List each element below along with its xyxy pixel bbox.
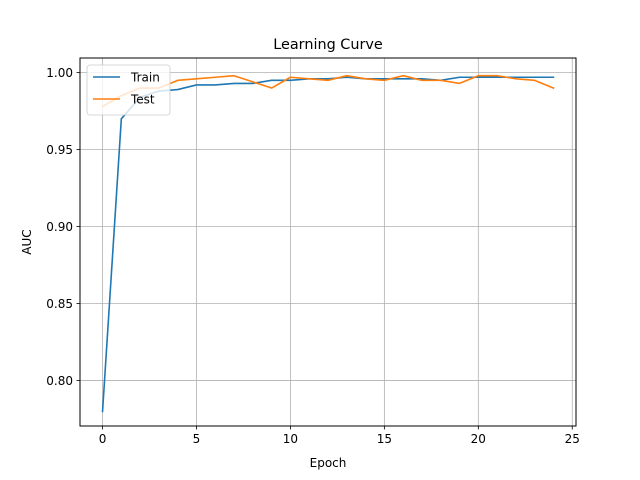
legend-label-test: Test xyxy=(130,93,155,107)
x-axis-label: Epoch xyxy=(310,456,347,470)
y-tick-label: 0.90 xyxy=(46,220,73,234)
chart-title: Learning Curve xyxy=(273,37,383,53)
x-tick-label: 10 xyxy=(283,432,298,446)
legend: Train Test xyxy=(86,64,171,116)
y-tick-label: 0.80 xyxy=(46,374,73,388)
legend-label-train: Train xyxy=(130,71,160,85)
x-tick-label: 0 xyxy=(99,432,107,446)
y-tick-label: 0.95 xyxy=(46,143,73,157)
y-tick-label: 1.00 xyxy=(46,66,73,80)
series-line-test xyxy=(101,74,555,108)
x-tick-label: 5 xyxy=(193,432,201,446)
x-tick-label: 25 xyxy=(565,432,580,446)
grid xyxy=(80,58,576,426)
x-tick-label: 15 xyxy=(377,432,392,446)
ticks: 0 5 10 15 20 25 0.80 0.85 0.90 0.95 1.00 xyxy=(46,66,580,446)
y-tick-label: 0.85 xyxy=(46,297,73,311)
axes-frame xyxy=(79,57,577,427)
series-layer xyxy=(101,74,555,413)
y-axis-label: AUC xyxy=(20,229,34,254)
series-line-train xyxy=(101,76,555,413)
x-tick-label: 20 xyxy=(471,432,486,446)
